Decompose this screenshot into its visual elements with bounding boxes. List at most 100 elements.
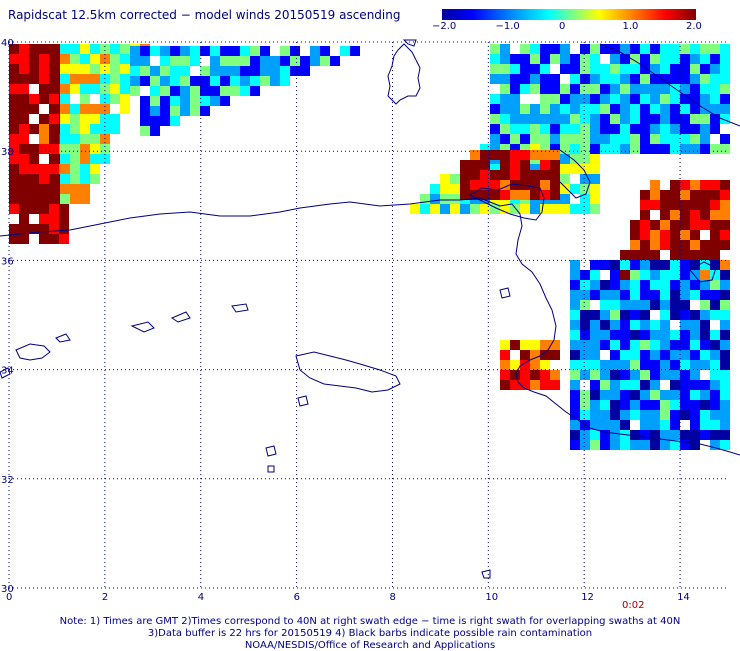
swath-cell (580, 154, 590, 164)
swath-cell (710, 360, 720, 370)
swath-cell (29, 154, 39, 164)
swath-cell (220, 46, 230, 56)
swath-cell (570, 260, 580, 270)
swath-cell (700, 280, 710, 290)
swath-cell (90, 164, 100, 174)
swath-cell (720, 74, 730, 84)
swath-cell (570, 104, 580, 114)
swath-cell (720, 44, 730, 54)
swath-cell (200, 96, 210, 106)
coast-menorca (55, 333, 71, 343)
swath-cell (570, 360, 580, 370)
swath-cell (720, 240, 730, 250)
swath-cell (420, 204, 430, 214)
swath-cell (680, 290, 690, 300)
swath-cell (560, 44, 570, 54)
swath-cell (690, 390, 700, 400)
swath-cell (630, 270, 640, 280)
swath-cell (680, 84, 690, 94)
swath-cell (560, 104, 570, 114)
swath-cell (190, 56, 200, 66)
swath-cell (49, 214, 59, 224)
swath-cell (690, 94, 700, 104)
swath-cell (110, 94, 120, 104)
swath-cell (49, 134, 59, 144)
swath-cell (640, 290, 650, 300)
swath-cell (110, 114, 120, 124)
swath-cell (490, 164, 500, 174)
swath-cell (630, 310, 640, 320)
swath-cell (720, 54, 730, 64)
swath-cell (720, 360, 730, 370)
swath-cell (460, 204, 470, 214)
swath-cell (630, 134, 640, 144)
swath-cell (680, 330, 690, 340)
swath-cell (470, 170, 480, 180)
swath-cell (430, 184, 440, 194)
swath-cell (680, 94, 690, 104)
swath-cell (460, 190, 470, 200)
swath-cell (670, 440, 680, 450)
swath-cell (60, 94, 70, 104)
swath-cell (80, 134, 90, 144)
lat-tick-label: 38 (1, 147, 14, 158)
swath-cell (560, 114, 570, 124)
swath-cell (640, 390, 650, 400)
swath-cell (70, 54, 80, 64)
swath-cell (710, 54, 720, 64)
swath-cell (70, 164, 80, 174)
swath-cell (720, 320, 730, 330)
swath-cell (60, 174, 70, 184)
swath-cell (120, 64, 130, 74)
swath-cell (690, 440, 700, 450)
swath-cell (550, 144, 560, 154)
swath-cell (610, 104, 620, 114)
swath-cell (440, 204, 450, 214)
swath-cell (650, 380, 660, 390)
swath-cell (710, 180, 720, 190)
swath-cell (610, 340, 620, 350)
swath-cell (550, 74, 560, 84)
swath-cell (160, 76, 170, 86)
coast-ibiza (0, 367, 11, 379)
swath-cell (680, 114, 690, 124)
swath-cell (70, 194, 80, 204)
swath-cell (570, 154, 580, 164)
swath-cell (640, 320, 650, 330)
swath-cell (700, 420, 710, 430)
swath-cell (80, 64, 90, 74)
swath-cell (710, 200, 720, 210)
swath-cell (100, 64, 110, 74)
swath-cell (490, 94, 500, 104)
coast-islet-c (231, 303, 249, 313)
swath-cell (640, 74, 650, 84)
swath-cell (660, 104, 670, 114)
swath-cell (540, 124, 550, 134)
swath-cell (550, 94, 560, 104)
swath-cell (650, 190, 660, 200)
swath-cell (710, 190, 720, 200)
swath-cell (110, 54, 120, 64)
swath-cell (460, 180, 470, 190)
swath-cell (640, 94, 650, 104)
swath-cell (520, 74, 530, 84)
swath-cell (510, 84, 520, 94)
swath-cell (590, 440, 600, 450)
swath-cell (70, 44, 80, 54)
swath-cell (49, 124, 59, 134)
swath-cell (530, 124, 540, 134)
swath-cell (500, 180, 510, 190)
swath-cell (480, 180, 490, 190)
swath-cell (9, 74, 19, 84)
swath-cell (620, 124, 630, 134)
swath-cell (550, 160, 560, 170)
swath-cell (570, 290, 580, 300)
swath-cell (710, 340, 720, 350)
swath-cell (9, 94, 19, 104)
swath-cell (520, 180, 530, 190)
swath-cell (570, 410, 580, 420)
swath-cell (700, 124, 710, 134)
swath-cell (710, 250, 720, 260)
swath-cell (260, 46, 270, 56)
